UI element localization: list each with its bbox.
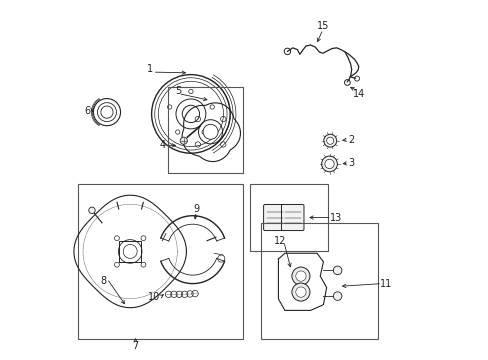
Text: 7: 7 [132,341,139,351]
Text: 12: 12 [273,236,286,246]
Circle shape [326,137,333,144]
FancyBboxPatch shape [263,204,285,230]
Bar [78,184,242,339]
Text: 10: 10 [148,292,160,302]
Circle shape [182,105,199,122]
Circle shape [321,156,337,172]
Circle shape [324,159,333,168]
Text: 14: 14 [352,89,364,99]
Text: 1: 1 [146,64,153,74]
Circle shape [333,266,341,275]
Text: 15: 15 [316,21,328,31]
Circle shape [295,271,305,281]
Circle shape [323,134,336,147]
Text: 11: 11 [379,279,391,289]
Text: 13: 13 [329,212,341,222]
Text: 2: 2 [348,135,354,145]
FancyBboxPatch shape [281,204,304,230]
Text: 3: 3 [348,158,354,168]
Text: 8: 8 [100,276,106,286]
Text: 5: 5 [175,86,181,96]
Text: 9: 9 [193,203,199,213]
Circle shape [333,292,341,300]
Text: 4: 4 [159,140,165,150]
Circle shape [291,283,309,301]
Circle shape [291,267,309,285]
Bar [249,184,328,251]
Circle shape [123,244,137,258]
Circle shape [88,207,95,213]
Bar [260,223,378,339]
Circle shape [101,106,113,118]
Circle shape [180,137,187,144]
Text: 6: 6 [84,107,90,116]
Circle shape [295,287,305,297]
Bar [167,87,242,173]
Circle shape [203,124,218,139]
